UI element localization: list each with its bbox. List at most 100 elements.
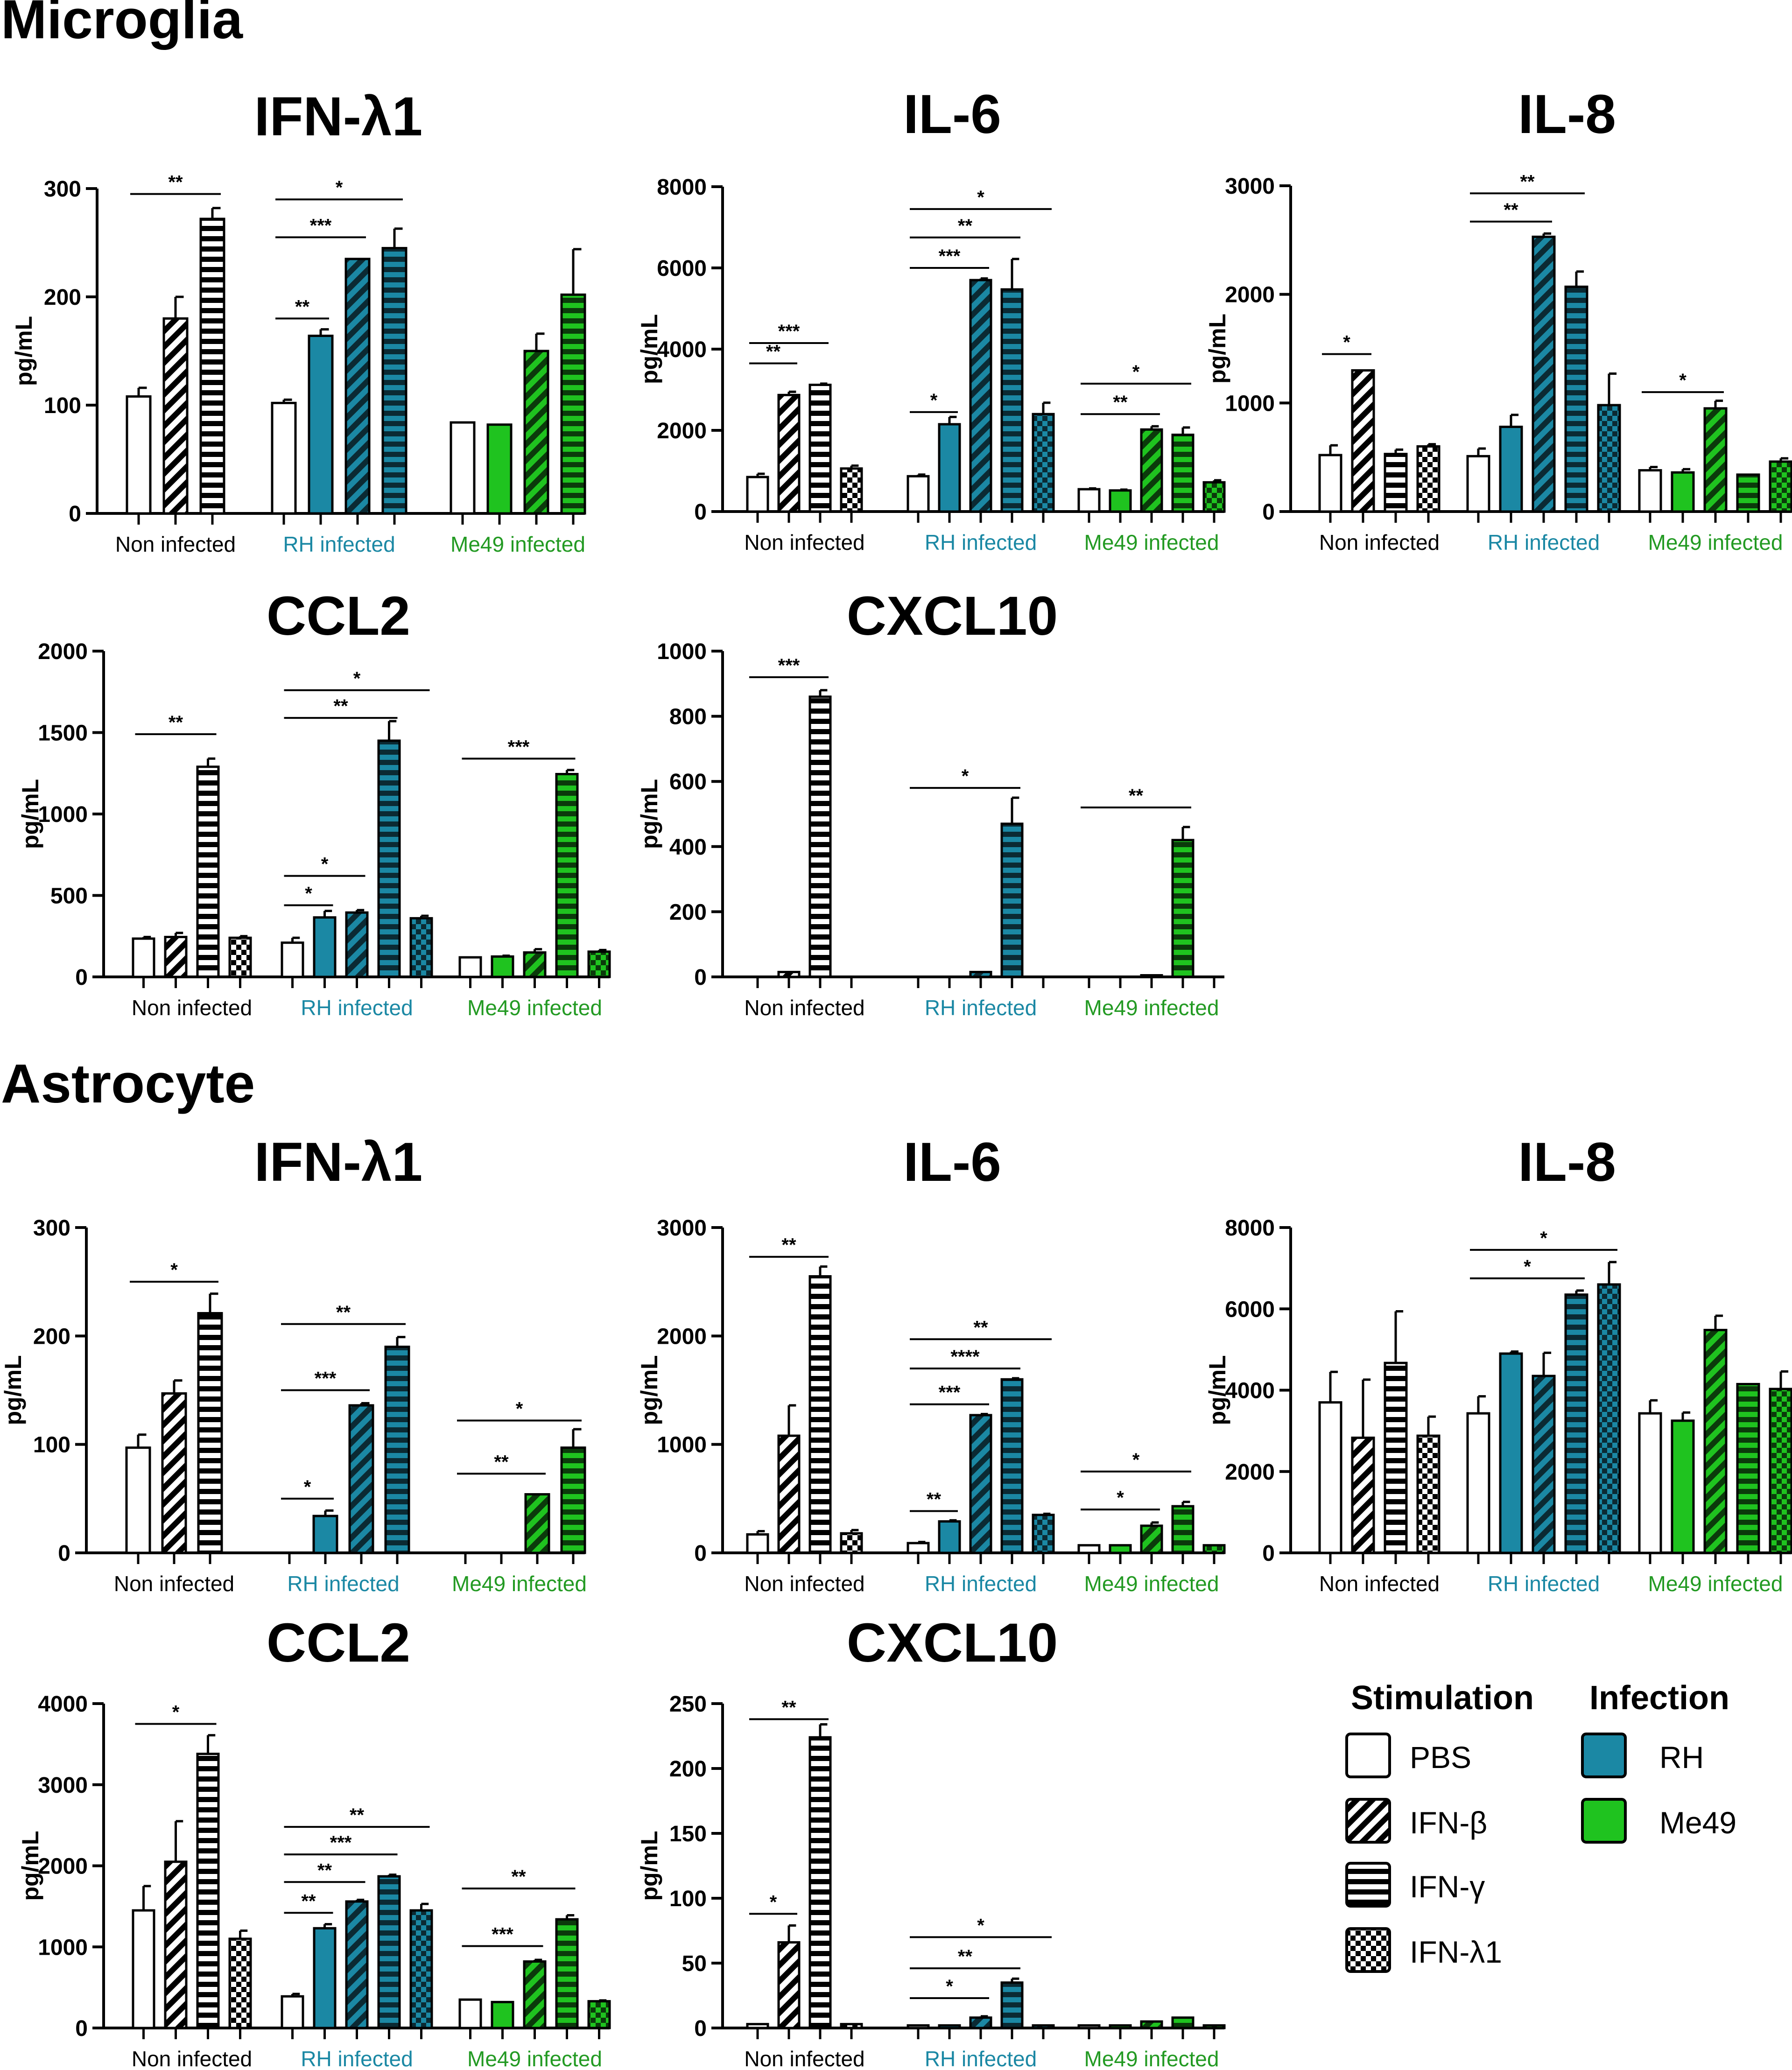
bar (458, 1998, 482, 2029)
group-label: Non infected (744, 530, 864, 554)
bar (1769, 460, 1792, 513)
bar (1351, 1436, 1375, 1554)
significance-label: ** (766, 341, 781, 362)
y-axis-label: pg/mL (636, 1831, 662, 1901)
y-tick-label: 4000 (1225, 1379, 1275, 1403)
significance-label: ** (169, 712, 183, 733)
y-tick-label: 1000 (657, 1433, 707, 1458)
y-axis-label: pg/mL (11, 316, 37, 386)
significance-label: ** (511, 1867, 526, 1887)
bar (1597, 1283, 1621, 1554)
bar (132, 1909, 155, 2029)
bar (555, 1918, 579, 2029)
chart-title: CXCL10 (847, 1612, 1058, 1674)
group-label: RH infected (925, 1572, 1037, 1596)
group-label: RH infected (287, 1572, 399, 1596)
significance-label: ** (350, 1805, 365, 1825)
bar (161, 1392, 187, 1554)
bar (1564, 285, 1588, 513)
bar (384, 1346, 410, 1554)
bar (907, 2024, 930, 2029)
y-tick-label: 0 (1262, 500, 1275, 525)
bar (969, 971, 992, 978)
bar (1171, 434, 1195, 513)
bar (1671, 1419, 1695, 1554)
bar (1140, 1524, 1163, 1554)
significance-label: *** (330, 1832, 352, 1853)
significance-label: ** (781, 1235, 796, 1256)
y-tick-label: 2000 (1225, 283, 1275, 308)
bar (1384, 453, 1408, 513)
y-tick-label: 400 (669, 835, 707, 860)
significance-label: * (170, 1260, 178, 1280)
chart-panel-astrocyte-ifn-lambda1: IFN-λ1 pg/mL 0 100 200 300 Non infected RH infe… (0, 1131, 587, 1596)
bar (196, 765, 220, 978)
bar (808, 695, 832, 978)
bar (164, 1860, 188, 2029)
significance-label: * (304, 1477, 311, 1497)
bar (1466, 1412, 1490, 1554)
bar (808, 384, 832, 513)
y-tick-label: 0 (694, 965, 707, 990)
bar (1032, 413, 1055, 513)
legend-label-ifn-gamma: IFN-γ (1410, 1869, 1485, 1904)
legend-swatch-ifn-lambda1 (1345, 1927, 1391, 1973)
bar (228, 936, 252, 978)
significance-label: ** (336, 1302, 351, 1323)
y-axis-label: pg/mL (17, 779, 43, 849)
y-tick-label: 800 (669, 705, 707, 730)
group-label: Non infected (1319, 1572, 1440, 1596)
y-axis-label: pg/mL (1204, 314, 1230, 384)
legend-infection-title: Infection (1589, 1679, 1729, 1717)
bar (523, 951, 547, 978)
y-axis-label: pg/mL (0, 1355, 26, 1425)
legend-swatch-ifn-beta (1345, 1798, 1391, 1844)
y-tick-label: 100 (44, 393, 81, 418)
bar (560, 1446, 586, 1554)
bar (1202, 481, 1226, 513)
group-label: Non infected (744, 996, 864, 1020)
bar (777, 971, 801, 978)
bar (777, 393, 801, 513)
significance-label: *** (310, 215, 332, 236)
significance-label: *** (315, 1368, 337, 1389)
bar (1000, 1981, 1024, 2029)
significance-label: * (1540, 1228, 1547, 1249)
chart-panel-microglia-il8: IL-8 pg/mL 0 1000 2000 3000 Non infected RH inf… (1204, 84, 1792, 554)
group-label: Non infected (132, 996, 252, 1020)
significance-label: ** (295, 296, 310, 317)
significance-label: * (1343, 332, 1350, 353)
y-tick-label: 1000 (38, 1935, 88, 1960)
bar (126, 395, 152, 515)
bar (313, 1927, 337, 2029)
bar (1140, 428, 1163, 513)
significance-label: * (516, 1399, 523, 1419)
bar (523, 350, 549, 515)
bar (1171, 839, 1195, 978)
significance-label: * (977, 1915, 984, 1936)
bar (1499, 1352, 1523, 1554)
y-tick-label: 8000 (1225, 1216, 1275, 1241)
bar (197, 1312, 223, 1554)
group-label: Me49 infected (1648, 530, 1783, 554)
group-label: Me49 infected (1648, 1572, 1783, 1596)
group-label: Non infected (744, 2047, 864, 2070)
group-label: RH infected (925, 2047, 1037, 2070)
bar (1564, 1293, 1588, 1554)
group-label: Me49 infected (1084, 530, 1219, 554)
significance-label: * (962, 766, 969, 786)
bar (1171, 2016, 1195, 2029)
bar (808, 1275, 832, 1554)
chart-panel-astrocyte-il8: IL-8 pg/mL 0 2000 4000 6000 8000 Non infected RH… (1204, 1131, 1792, 1596)
bar (1638, 1412, 1662, 1554)
bar (312, 1515, 338, 1554)
y-axis-label: pg/mL (17, 1831, 43, 1901)
bar (969, 279, 992, 513)
bar (1202, 2024, 1226, 2029)
significance-label: * (1524, 1256, 1531, 1277)
bar (1499, 426, 1523, 513)
chart-title: IL-8 (1518, 84, 1616, 145)
legend: Stimulation Infection PBS IFN-β IFN-γ IF… (1345, 1679, 1736, 1973)
group-label: Me49 infected (467, 996, 602, 1020)
